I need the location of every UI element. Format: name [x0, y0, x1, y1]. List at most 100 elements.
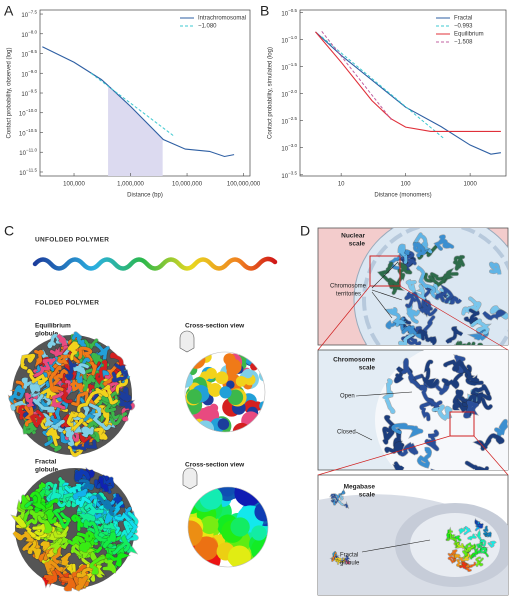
strand	[69, 379, 85, 393]
strand	[110, 352, 126, 372]
patch	[188, 555, 202, 567]
scale-title: scale	[359, 365, 376, 372]
patch	[186, 389, 202, 405]
strand	[448, 549, 458, 556]
strand	[413, 232, 433, 254]
plot-frame	[299, 9, 507, 177]
strand	[112, 363, 128, 383]
strand	[44, 570, 58, 584]
strand	[51, 391, 66, 410]
strand	[33, 357, 56, 377]
highlight-region	[108, 85, 163, 176]
patch	[255, 551, 268, 567]
strand	[417, 447, 432, 469]
strand	[82, 374, 96, 392]
y-tick-label: 10−0.5	[281, 8, 297, 17]
strand	[37, 515, 53, 534]
strand	[91, 352, 110, 373]
strand	[30, 409, 45, 428]
strand	[112, 534, 131, 555]
patch	[220, 487, 235, 497]
x-tick-label: 100	[401, 182, 412, 188]
globule-label: Fractal	[35, 459, 57, 466]
strand	[44, 559, 63, 573]
patch	[251, 537, 268, 563]
strand	[91, 425, 108, 440]
section-title: FOLDED POLYMER	[35, 300, 99, 307]
strand	[70, 514, 85, 531]
strand	[44, 509, 57, 524]
x-tick-label: 10	[338, 182, 345, 188]
strand	[382, 378, 395, 414]
series-line	[315, 31, 501, 155]
strand	[67, 341, 80, 361]
strand	[30, 491, 46, 511]
strand	[27, 368, 48, 386]
strand	[83, 520, 109, 543]
strand	[84, 502, 104, 517]
strand	[454, 554, 461, 559]
annotation: territories	[336, 292, 361, 298]
strand	[335, 494, 340, 500]
strand	[459, 561, 467, 569]
strand	[71, 439, 98, 451]
strand	[443, 359, 479, 383]
scale-title: scale	[359, 492, 376, 499]
leader-line	[355, 391, 413, 397]
strand	[464, 545, 475, 553]
y-tick-label: 10−10.0	[19, 108, 38, 117]
strand	[476, 530, 483, 543]
strand	[406, 304, 420, 324]
strand	[117, 387, 132, 402]
patch	[225, 358, 242, 375]
strand	[105, 553, 130, 567]
cross-section-outline	[184, 351, 266, 433]
strand	[470, 384, 493, 410]
patch	[200, 516, 219, 535]
strand	[110, 395, 122, 421]
y-axis-title: Contact probability, observed (log)	[7, 48, 13, 139]
cut-icon	[182, 467, 198, 490]
strand	[39, 407, 53, 430]
strand	[448, 556, 456, 564]
annotation: Closed	[337, 430, 356, 436]
strand	[12, 531, 34, 542]
strand	[47, 419, 65, 431]
strand	[53, 552, 71, 566]
strand	[20, 495, 34, 510]
strand	[89, 556, 105, 575]
strand	[483, 526, 488, 537]
strand	[477, 558, 484, 567]
strand	[26, 537, 41, 560]
strand	[480, 539, 486, 547]
scale-title: Megabase	[344, 484, 376, 491]
strand	[441, 369, 471, 389]
strand	[51, 361, 74, 374]
strand	[490, 305, 508, 320]
strand	[81, 426, 94, 438]
fractal-globule	[10, 466, 139, 592]
panel-label: C	[4, 223, 14, 239]
strand	[72, 331, 87, 349]
strand	[94, 342, 110, 361]
strand	[382, 415, 396, 445]
strand	[50, 368, 71, 388]
strand	[95, 359, 108, 385]
series-line	[321, 31, 392, 120]
y-tick-label: 10−3.5	[281, 170, 297, 179]
x-axis-title: Distance (bp)	[127, 193, 163, 199]
strand	[96, 493, 116, 516]
y-tick-label: 10−8.5	[21, 49, 37, 58]
strand	[470, 548, 478, 560]
strand	[479, 545, 487, 554]
strand	[388, 278, 404, 295]
y-tick-label: 10−10.5	[19, 128, 38, 137]
y-tick-label: 10−11.5	[19, 168, 37, 177]
strand	[98, 477, 109, 493]
annotation: Open	[340, 394, 355, 400]
strand	[336, 558, 341, 565]
x-tick-label: 100,000	[63, 182, 85, 188]
y-tick-label: 10−3.0	[281, 143, 297, 152]
strand	[48, 544, 67, 574]
strand	[456, 542, 465, 549]
